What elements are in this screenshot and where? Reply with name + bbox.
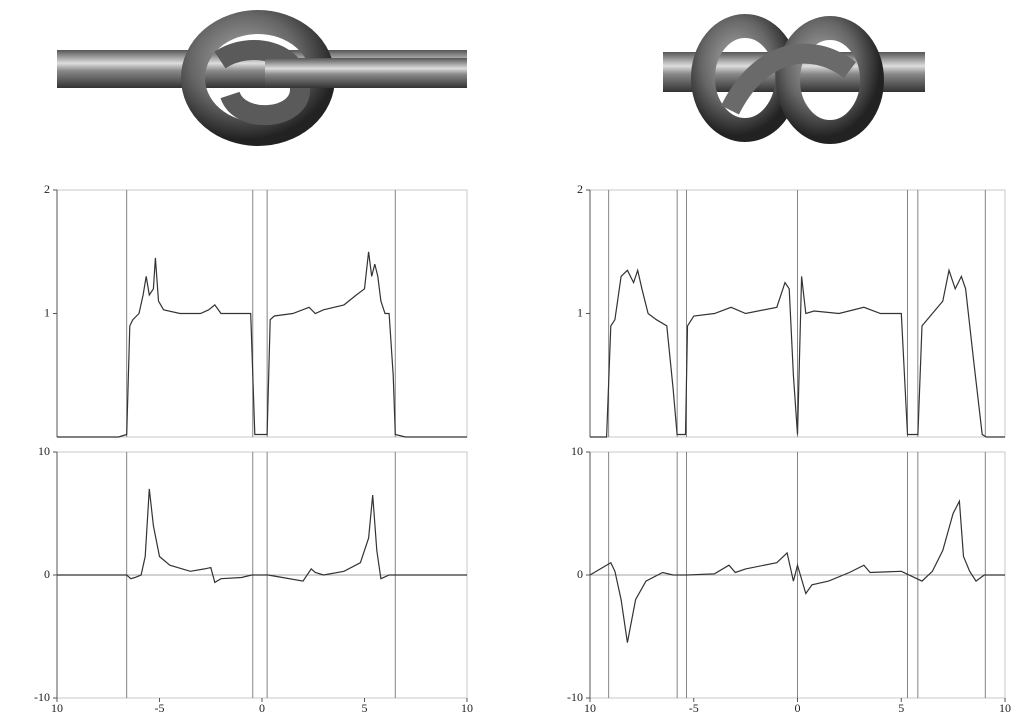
y-tick-label: 0 xyxy=(44,567,50,581)
x-tick-label: 5 xyxy=(898,701,904,715)
x-tick-label: -5 xyxy=(689,701,699,715)
y-tick-label: 10 xyxy=(38,444,50,458)
y-tick-label: 0 xyxy=(577,567,583,581)
y-tick-label: -10 xyxy=(567,690,583,704)
x-tick-label: 0 xyxy=(795,701,801,715)
plot-frame xyxy=(56,189,468,438)
x-tick-label: 10 xyxy=(51,701,63,715)
x-tick-label: 0 xyxy=(259,701,265,715)
data-line xyxy=(589,499,1005,643)
data-line xyxy=(57,488,467,584)
x-tick-label: 10 xyxy=(999,701,1011,715)
knot-left xyxy=(57,10,467,146)
data-line xyxy=(590,267,1005,438)
knot-right xyxy=(663,14,925,144)
y-tick-label: 10 xyxy=(571,444,583,458)
x-tick-label: 5 xyxy=(362,701,368,715)
y-tick-label: -10 xyxy=(34,690,50,704)
y-tick-label: 1 xyxy=(577,305,583,319)
x-tick-label: 10 xyxy=(584,701,596,715)
y-tick-label: 2 xyxy=(577,182,583,196)
data-line xyxy=(57,251,467,438)
x-tick-label: -5 xyxy=(155,701,165,715)
x-tick-label: 10 xyxy=(461,701,473,715)
y-tick-label: 2 xyxy=(44,182,50,196)
y-tick-label: 1 xyxy=(44,305,50,319)
